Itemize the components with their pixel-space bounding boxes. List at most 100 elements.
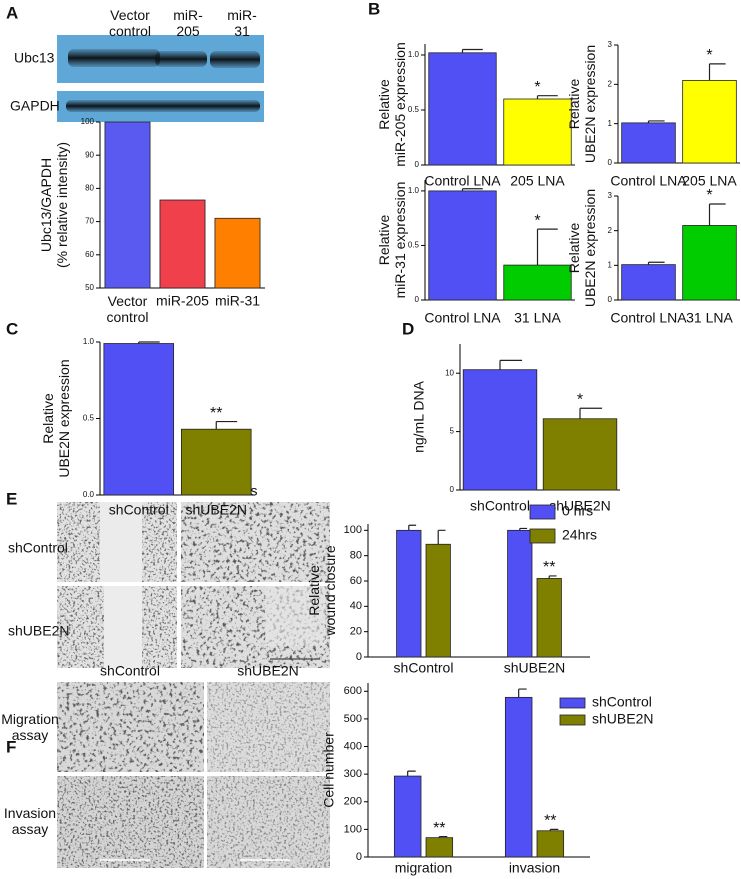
y-tick-label: 80 (350, 550, 362, 562)
bar (536, 578, 562, 658)
lane-label: miR-31 (227, 7, 257, 39)
legend-swatch (559, 697, 586, 709)
x-tick-label: shUBE2N (549, 498, 610, 514)
y-tick-label: 50 (85, 283, 94, 292)
error-bar (536, 228, 558, 266)
panel-letter: A (6, 3, 18, 22)
y-tick-label: 10 (445, 368, 454, 377)
wound-gap (265, 586, 325, 646)
bar (682, 80, 737, 164)
error-bar (536, 95, 558, 99)
y-tick-label: 0 (450, 485, 455, 494)
y-tick-label: 0 (356, 851, 362, 863)
x-tick-label: 205 LNA (510, 173, 565, 189)
y-axis-label: RelativeUBE2N expression (566, 45, 598, 163)
error-bar (138, 341, 160, 344)
y-tick-label: 3 (608, 40, 613, 49)
bar (503, 98, 572, 166)
y-tick-label: 60 (85, 250, 94, 259)
y-axis-label: Relativewound closure (306, 545, 338, 636)
error-bar (708, 203, 726, 226)
bar (425, 543, 451, 658)
significance-label: ** (543, 559, 555, 576)
y-tick-label: 200 (344, 796, 362, 808)
error-bar (708, 63, 726, 81)
panel-letter: F (6, 737, 16, 756)
micrograph-texture (57, 682, 204, 772)
bar (103, 343, 175, 496)
x-tick-label: Control LNA (424, 310, 501, 326)
y-tick-label: 0.5 (408, 241, 420, 250)
y-tick-label: 1.0 (83, 337, 95, 346)
blot-row-label: GAPDH (10, 98, 60, 114)
x-tick-label: migration (395, 860, 453, 876)
x-tick-label: Control LNA (610, 310, 687, 326)
micrograph-texture (57, 776, 204, 868)
micrograph-texture (207, 682, 330, 772)
y-tick-label: 40 (350, 600, 362, 612)
bar (507, 529, 533, 658)
x-tick-label: Vector control (106, 293, 148, 325)
wound-gap (104, 586, 142, 668)
y-tick-label: 100 (344, 823, 362, 835)
y-tick-label: 0 (608, 295, 613, 304)
error-bar (579, 407, 603, 419)
error-bar (647, 261, 665, 265)
y-tick-label: 0 (415, 295, 420, 304)
image-column-label: shControl (100, 663, 160, 679)
y-tick-label: 0 (356, 651, 362, 663)
y-tick-label: 2 (608, 226, 613, 235)
error-bar (518, 688, 527, 698)
wound-gap (100, 502, 142, 582)
x-tick-label: shControl (394, 660, 454, 676)
x-tick-label: 205 LNA (682, 173, 737, 189)
western-blot: Vector control miR-205 miR-31 Ubc13 GAPDH (10, 7, 264, 122)
image-column-label: shUBE2N (237, 663, 298, 679)
legend-swatch (529, 504, 556, 520)
legend-label: shControl (592, 694, 652, 710)
y-tick-label: 1.0 (408, 50, 420, 59)
y-tick-label: 0.0 (83, 490, 95, 499)
panel-letter: C (6, 319, 18, 338)
bar (682, 225, 737, 301)
bar (462, 369, 538, 491)
x-tick-label: 31 LNA (514, 310, 561, 326)
error-bar (549, 828, 559, 831)
y-tick-label: 3 (608, 191, 613, 200)
significance-label: ** (210, 405, 222, 422)
y-tick-label: 90 (85, 150, 94, 159)
bar (621, 122, 676, 164)
blot-band (155, 51, 207, 67)
bar (536, 830, 565, 858)
y-tick-label: 0 (608, 158, 613, 167)
bar (425, 837, 454, 858)
blot-band (66, 100, 260, 112)
significance-label: * (534, 79, 540, 96)
bar (396, 529, 422, 658)
y-tick-label: 500 (344, 713, 362, 725)
y-tick-label: 400 (344, 740, 362, 752)
error-bar (461, 48, 483, 53)
y-tick-label: 0 (415, 160, 420, 169)
y-tick-label: 1 (608, 119, 613, 128)
y-tick-label: 5 (450, 427, 455, 436)
y-axis-label: RelativemiR-205 expression (376, 42, 408, 167)
blot-band (210, 51, 260, 68)
bar (503, 264, 572, 301)
panel-letter: D (402, 319, 414, 338)
y-axis-label: ng/mL DNA (411, 380, 427, 453)
significance-label: * (706, 187, 712, 204)
image-row-label: shControl (8, 540, 68, 556)
significance-label: * (577, 391, 583, 408)
bar (428, 52, 497, 166)
blot-row-label: Ubc13 (14, 50, 55, 66)
bar (159, 199, 206, 289)
y-tick-label: 1.0 (408, 186, 420, 195)
lane-label: Vector control (109, 7, 151, 39)
x-tick-label: shUBE2N (186, 502, 247, 518)
y-tick-label: 100 (344, 524, 362, 536)
image-row-label: Invasion assay (4, 805, 56, 837)
error-bar (437, 529, 446, 545)
